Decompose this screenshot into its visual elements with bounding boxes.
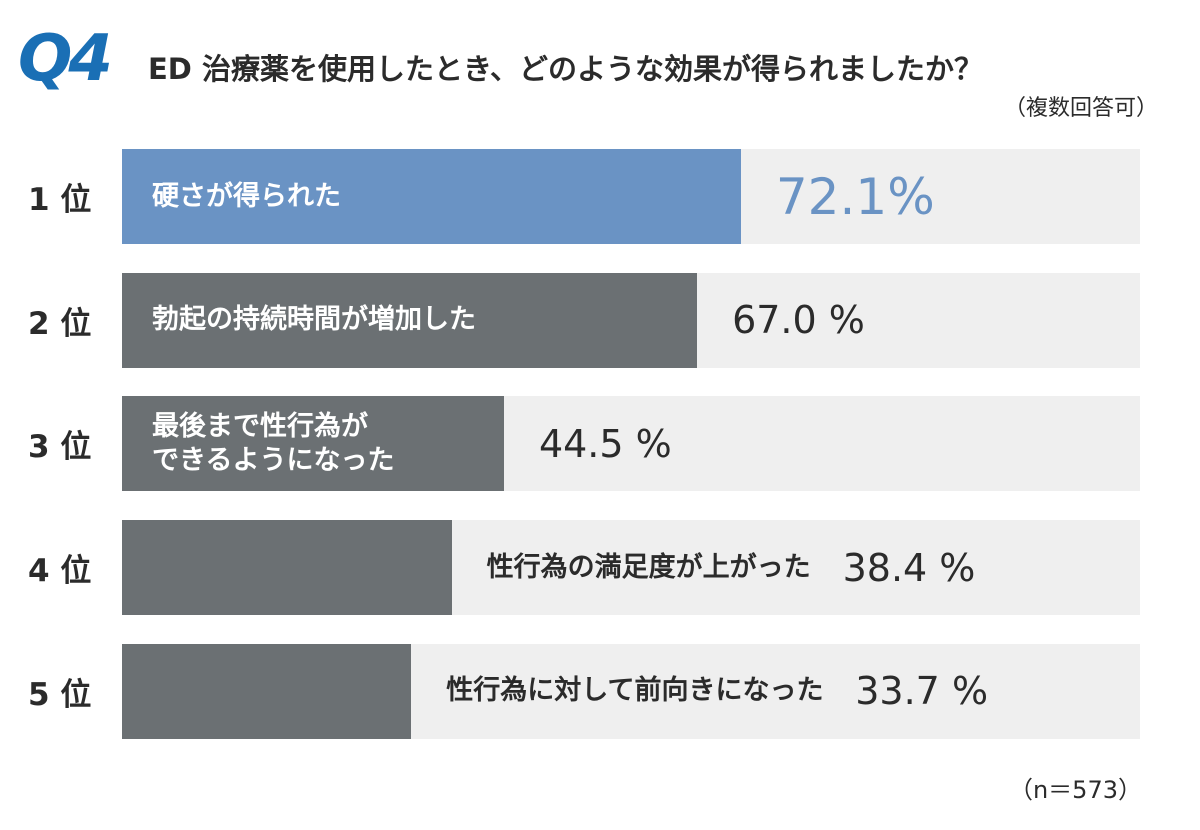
rank-label: 2 位 [28,305,92,342]
category-label: 勃起の持続時間が増加した [152,304,476,336]
bar-track: 性行為の満足度が上がった 38.4 % [122,520,1140,616]
chart-title: ED 治療薬を使用したとき、どのような効果が得られましたか？ [148,52,983,86]
rank-label: 3 位 [28,429,92,466]
value-label: 72.1% [775,167,935,226]
bar-track: 硬さが得られた 72.1% [122,149,1140,244]
bar-track: 最後まで性行為が できるようになった 44.5 % [122,396,1140,492]
bar-track: 性行為に対して前向きになった 33.7 % [122,643,1140,739]
value-label: 67.0 % [732,298,865,343]
chart-subtitle: （複数回答可） [1003,96,1158,121]
bar [122,396,504,492]
rank-label: 5 位 [28,676,92,713]
bar [122,520,452,616]
rank-label: 1 位 [28,182,92,218]
rank-label: 4 位 [28,553,92,590]
bar-track: 勃起の持続時間が増加した 67.0 % [122,272,1140,368]
question-badge: Q4 [18,22,113,96]
category-label: 硬さが得られた [152,180,341,212]
value-label: 44.5 % [538,421,672,466]
value-label: 33.7 % [855,669,989,714]
category-label: 性行為の満足度が上がった [486,551,811,583]
bar [122,272,698,368]
sample-note: （n＝573） [1008,776,1142,804]
bar [122,149,741,244]
value-label: 38.4 % [842,545,976,590]
category-label: 最後まで性行為が できるようになった [152,411,395,476]
bar [122,643,412,739]
category-label: 性行為に対して前向きになった [446,675,824,707]
